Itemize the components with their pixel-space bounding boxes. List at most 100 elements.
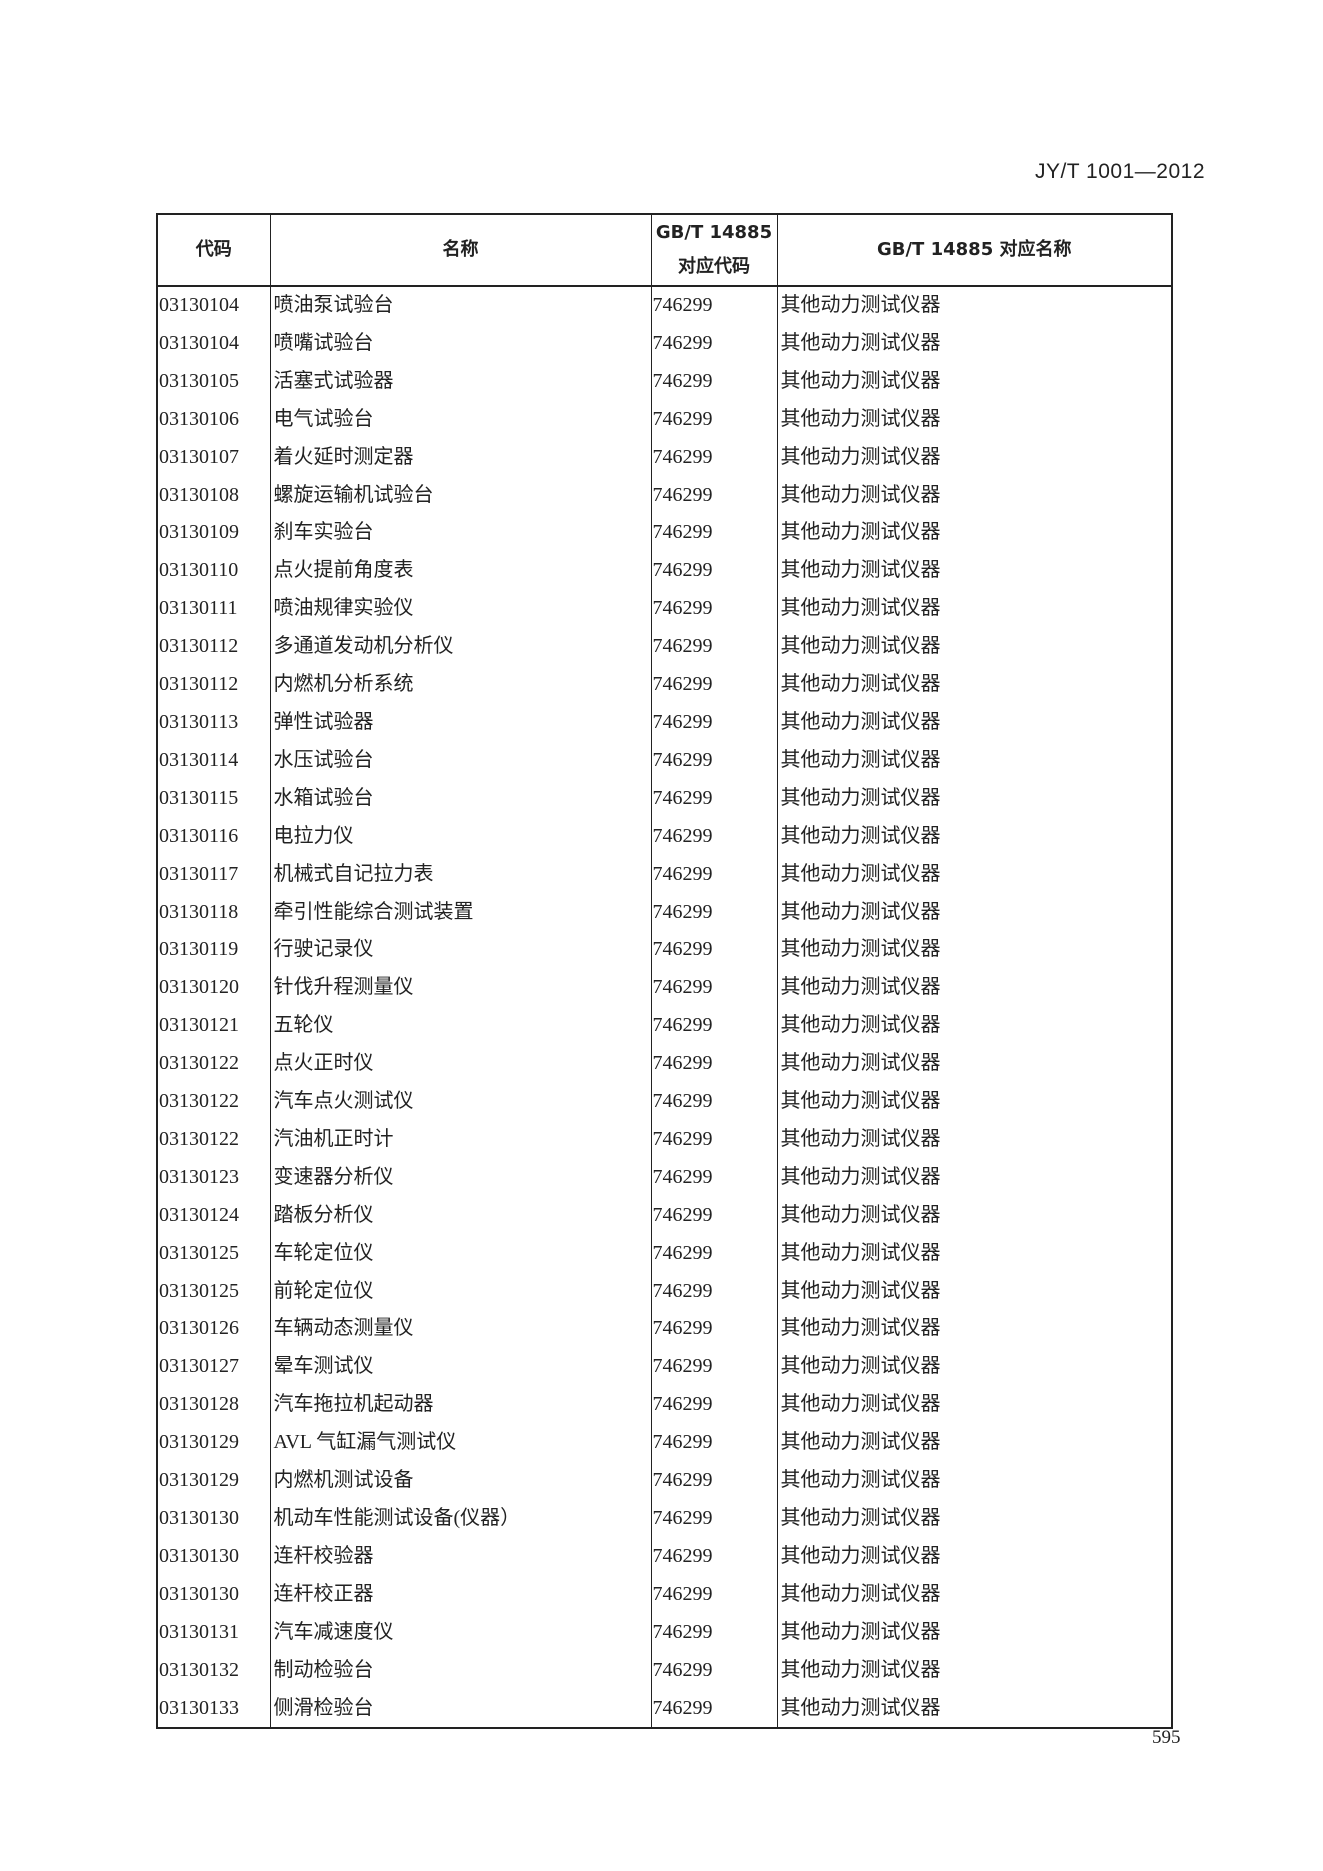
table-row: 03130106 电气试验台 746299 其他动力测试仪器 <box>156 400 1173 439</box>
cell-gbt-name: 其他动力测试仪器 <box>776 628 1173 667</box>
cell-gbt-name: 其他动力测试仪器 <box>776 1537 1173 1576</box>
cell-gbt-name: 其他动力测试仪器 <box>776 1272 1173 1311</box>
table-row: 03130104 喷油泵试验台 746299 其他动力测试仪器 <box>156 286 1173 325</box>
cell-code: 03130129 <box>156 1424 271 1463</box>
table-row: 03130123 变速器分析仪 746299 其他动力测试仪器 <box>156 1158 1173 1197</box>
cell-code: 03130124 <box>156 1196 271 1235</box>
cell-gbt-name: 其他动力测试仪器 <box>776 1613 1173 1652</box>
table-row: 03130122 点火正时仪 746299 其他动力测试仪器 <box>156 1045 1173 1084</box>
cell-code: 03130106 <box>156 400 271 439</box>
cell-code: 03130120 <box>156 969 271 1008</box>
cell-gbt-code: 746299 <box>650 1424 778 1463</box>
cell-code: 03130114 <box>156 741 271 780</box>
table-row: 03130121 五轮仪 746299 其他动力测试仪器 <box>156 1007 1173 1046</box>
cell-code: 03130116 <box>156 817 271 856</box>
cell-code: 03130117 <box>156 855 271 894</box>
cell-code: 03130109 <box>156 514 271 553</box>
cell-gbt-code: 746299 <box>650 969 778 1008</box>
cell-gbt-code: 746299 <box>650 1500 778 1538</box>
cell-code: 03130123 <box>156 1158 271 1197</box>
cell-gbt-name: 其他动力测试仪器 <box>776 362 1173 401</box>
table-row: 03130122 汽车点火测试仪 746299 其他动力测试仪器 <box>156 1083 1173 1121</box>
table-header: 代码 名称 GB/T 14885 对应代码 GB/T 14885 对应名称 <box>156 214 1173 287</box>
cell-name: 侧滑检验台 <box>269 1689 652 1729</box>
table-row: 03130112 多通道发动机分析仪 746299 其他动力测试仪器 <box>156 628 1173 667</box>
cell-name: 喷油规律实验仪 <box>269 590 652 629</box>
cell-gbt-code: 746299 <box>650 817 778 856</box>
cell-code: 03130110 <box>156 552 271 591</box>
cell-name: 多通道发动机分析仪 <box>269 628 652 667</box>
table-row: 03130111 喷油规律实验仪 746299 其他动力测试仪器 <box>156 590 1173 629</box>
cell-gbt-name: 其他动力测试仪器 <box>776 893 1173 932</box>
cell-gbt-name: 其他动力测试仪器 <box>776 1575 1173 1614</box>
cell-code: 03130113 <box>156 703 271 742</box>
cell-code: 03130105 <box>156 362 271 401</box>
table-row: 03130133 侧滑检验台 746299 其他动力测试仪器 <box>156 1689 1173 1729</box>
cell-gbt-name: 其他动力测试仪器 <box>776 438 1173 477</box>
header-gbt-code-line1: GB/T 14885 <box>655 222 773 243</box>
cell-name: 螺旋运输机试验台 <box>269 476 652 515</box>
table-row: 03130131 汽车减速度仪 746299 其他动力测试仪器 <box>156 1613 1173 1652</box>
cell-gbt-name: 其他动力测试仪器 <box>776 779 1173 818</box>
cell-gbt-code: 746299 <box>650 362 778 401</box>
cell-code: 03130122 <box>156 1120 271 1159</box>
code-table: 代码 名称 GB/T 14885 对应代码 GB/T 14885 对应名称 031… <box>156 213 1173 1730</box>
table-row: 03130117 机械式自记拉力表 746299 其他动力测试仪器 <box>156 855 1173 894</box>
cell-code: 03130115 <box>156 779 271 818</box>
cell-name: 水压试验台 <box>269 741 652 780</box>
cell-gbt-code: 746299 <box>650 741 778 780</box>
cell-gbt-name: 其他动力测试仪器 <box>776 1462 1173 1500</box>
table-row: 03130120 针伐升程测量仪 746299 其他动力测试仪器 <box>156 969 1173 1008</box>
table-row: 03130114 水压试验台 746299 其他动力测试仪器 <box>156 741 1173 780</box>
cell-name: 喷嘴试验台 <box>269 324 652 363</box>
cell-code: 03130132 <box>156 1651 271 1690</box>
cell-gbt-name: 其他动力测试仪器 <box>776 1083 1173 1121</box>
cell-gbt-name: 其他动力测试仪器 <box>776 817 1173 856</box>
cell-name: AVL 气缸漏气测试仪 <box>269 1424 652 1463</box>
table-row: 03130107 着火延时测定器 746299 其他动力测试仪器 <box>156 438 1173 477</box>
cell-name: 汽油机正时计 <box>269 1120 652 1159</box>
cell-name: 活塞式试验器 <box>269 362 652 401</box>
cell-code: 03130130 <box>156 1575 271 1614</box>
table-row: 03130128 汽车拖拉机起动器 746299 其他动力测试仪器 <box>156 1386 1173 1425</box>
cell-gbt-name: 其他动力测试仪器 <box>776 1196 1173 1235</box>
header-gbt-code-line2: 对应代码 <box>678 256 750 277</box>
cell-code: 03130107 <box>156 438 271 477</box>
cell-gbt-code: 746299 <box>650 931 778 970</box>
cell-gbt-code: 746299 <box>650 1651 778 1690</box>
cell-gbt-name: 其他动力测试仪器 <box>776 1310 1173 1349</box>
cell-code: 03130112 <box>156 666 271 704</box>
cell-gbt-name: 其他动力测试仪器 <box>776 590 1173 629</box>
cell-gbt-code: 746299 <box>650 552 778 591</box>
cell-name: 车辆动态测量仪 <box>269 1310 652 1349</box>
cell-name: 制动检验台 <box>269 1651 652 1690</box>
cell-gbt-name: 其他动力测试仪器 <box>776 969 1173 1008</box>
cell-name: 内燃机测试设备 <box>269 1462 652 1500</box>
cell-gbt-code: 746299 <box>650 438 778 477</box>
cell-code: 03130108 <box>156 476 271 515</box>
header-name: 名称 <box>269 214 652 287</box>
cell-gbt-code: 746299 <box>650 666 778 704</box>
cell-code: 03130118 <box>156 893 271 932</box>
table-row: 03130115 水箱试验台 746299 其他动力测试仪器 <box>156 779 1173 818</box>
cell-name: 刹车实验台 <box>269 514 652 553</box>
cell-gbt-code: 746299 <box>650 628 778 667</box>
cell-gbt-code: 746299 <box>650 1083 778 1121</box>
cell-gbt-name: 其他动力测试仪器 <box>776 1234 1173 1273</box>
table-row: 03130125 车轮定位仪 746299 其他动力测试仪器 <box>156 1234 1173 1273</box>
cell-name: 机动车性能测试设备(仪器） <box>269 1500 652 1538</box>
cell-code: 03130130 <box>156 1500 271 1538</box>
cell-gbt-code: 746299 <box>650 1310 778 1349</box>
cell-gbt-code: 746299 <box>650 1158 778 1197</box>
cell-gbt-name: 其他动力测试仪器 <box>776 1045 1173 1084</box>
cell-gbt-code: 746299 <box>650 1575 778 1614</box>
cell-name: 汽车点火测试仪 <box>269 1083 652 1121</box>
cell-name: 连杆校验器 <box>269 1537 652 1576</box>
cell-name: 车轮定位仪 <box>269 1234 652 1273</box>
cell-gbt-code: 746299 <box>650 400 778 439</box>
document-number: JY/T 1001—2012 <box>1034 160 1205 183</box>
cell-gbt-name: 其他动力测试仪器 <box>776 400 1173 439</box>
cell-code: 03130125 <box>156 1272 271 1311</box>
cell-code: 03130127 <box>156 1348 271 1387</box>
cell-code: 03130133 <box>156 1689 271 1729</box>
